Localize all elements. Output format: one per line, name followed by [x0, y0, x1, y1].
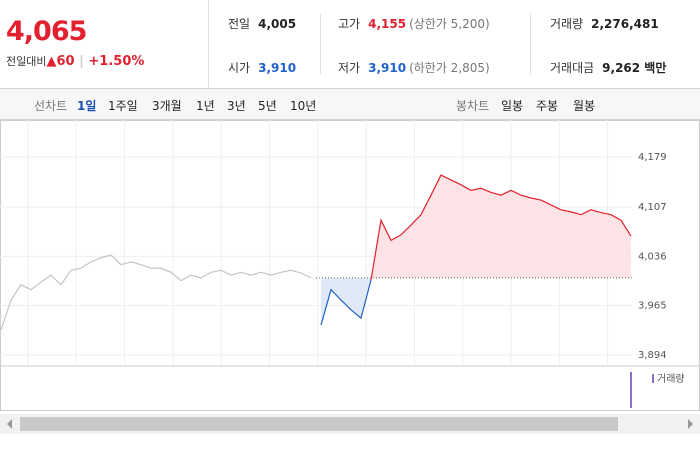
volume-bar: [630, 372, 632, 408]
chart: 3,894 3,965 4,036 4,107 4,179 거래량: [0, 120, 700, 434]
info-label: 거래대금: [550, 61, 595, 75]
y-tick-label: 3,894: [638, 350, 667, 361]
info-label: 전일: [228, 17, 251, 31]
change: 전일대비▲60 | +1.50%: [6, 54, 145, 69]
info-value: 4,005: [258, 17, 297, 31]
period-button[interactable]: 주봉: [536, 99, 559, 113]
info-value: 2,276,481: [591, 17, 659, 31]
divider: [530, 14, 531, 74]
divider: [320, 14, 321, 74]
info-cell: 시가 3,910: [228, 59, 296, 76]
info-cell: 고가 4,155 (상한가 5,200): [338, 15, 490, 32]
volume-label: 거래량: [657, 373, 685, 385]
y-tick-label: 4,036: [638, 251, 667, 262]
info-value: 4,155: [368, 17, 407, 31]
info-cell: 거래대금 9,262 백만: [550, 59, 666, 76]
y-tick-label: 4,179: [638, 152, 667, 163]
price: 4,065: [6, 16, 87, 47]
period-button[interactable]: 3년: [227, 99, 246, 113]
info-cell: 저가 3,910 (하한가 2,805): [338, 59, 490, 76]
info-cell: 거래량 2,276,481: [550, 15, 659, 32]
info-value: 9,262 백만: [602, 61, 667, 75]
info-cell: 전일 4,005: [228, 15, 296, 32]
toolbar-label: 봉차트: [456, 99, 490, 113]
period-button[interactable]: 10년: [290, 99, 317, 113]
area-fill: [371, 175, 631, 280]
y-tick-label: 4,107: [638, 202, 667, 213]
change-label: 전일대비: [6, 55, 47, 68]
scrollbar-thumb[interactable]: [20, 417, 618, 431]
info-note: (상한가 5,200): [409, 17, 490, 31]
quote-panel: 4,065 전일대비▲60 | +1.50% 전일 4,005 고가 4,155 (상한…: [0, 0, 700, 89]
legend-swatch: [652, 374, 654, 383]
period-button[interactable]: 일봉: [501, 99, 524, 113]
change-rate: +1.50%: [88, 54, 145, 69]
info-value: 3,910: [368, 61, 407, 75]
toolbar-label: 선차트: [34, 99, 68, 113]
info-value: 3,910: [258, 61, 297, 75]
change-value: 60: [56, 54, 75, 69]
scroll-left[interactable]: [7, 419, 12, 429]
price-line: [0, 254, 312, 331]
period-button[interactable]: 5년: [258, 99, 277, 113]
period-button[interactable]: 1주일: [108, 99, 138, 113]
period-button[interactable]: 1년: [196, 99, 215, 113]
info-label: 저가: [338, 61, 361, 75]
info-label: 시가: [228, 61, 251, 75]
price-line: [320, 279, 372, 326]
toolbar: 선차트 1일 1주일 3개월 1년 3년 5년 10년 봉차트 일봉 주봉 월봉: [0, 89, 700, 120]
area-fill: [321, 277, 371, 326]
period-button[interactable]: 3개월: [152, 99, 182, 113]
y-tick-label: 3,965: [638, 301, 667, 312]
info-label: 거래량: [550, 17, 584, 31]
period-button[interactable]: 월봉: [573, 99, 596, 113]
period-button[interactable]: 1일: [77, 99, 97, 113]
price-line: [370, 174, 632, 281]
price-box: 4,065 전일대비▲60 | +1.50%: [0, 0, 209, 88]
info-label: 고가: [338, 17, 361, 31]
info-note: (하한가 2,805): [409, 61, 490, 75]
scroll-right[interactable]: [688, 419, 693, 429]
